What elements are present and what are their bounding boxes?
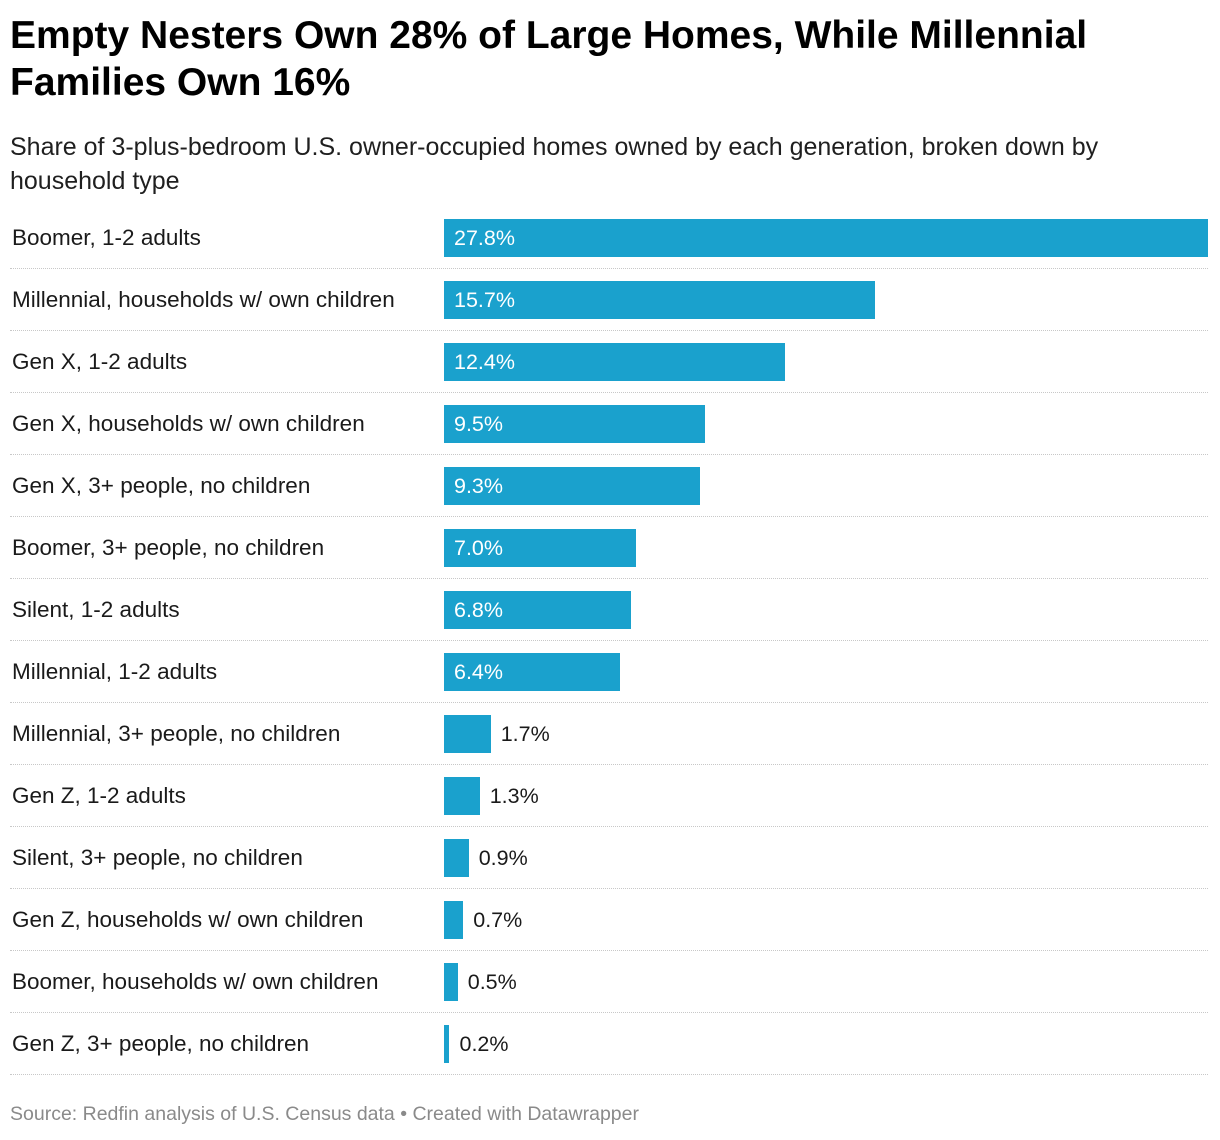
category-label: Gen X, households w/ own children	[12, 411, 365, 436]
bar-row: Boomer, 3+ people, no children 7.0%	[10, 517, 1208, 579]
bar	[444, 1025, 450, 1063]
category-label: Silent, 1-2 adults	[12, 597, 180, 622]
value-label: 1.7%	[500, 722, 550, 746]
value-label: 1.3%	[489, 784, 539, 808]
bar	[444, 281, 876, 319]
bar-row: Millennial, 1-2 adults 6.4%	[10, 641, 1208, 703]
bar-row: Boomer, 1-2 adults 27.8%	[10, 207, 1208, 269]
bar-row: Silent, 1-2 adults 6.8%	[10, 579, 1208, 641]
chart-footer: Source: Redfin analysis of U.S. Census d…	[10, 1103, 639, 1126]
category-label: Millennial, 1-2 adults	[12, 659, 218, 684]
bar	[444, 839, 469, 877]
value-label: 0.2%	[459, 1032, 509, 1056]
category-label: Millennial, households w/ own children	[12, 287, 395, 312]
category-label: Gen Z, households w/ own children	[12, 907, 364, 932]
bar-row: Gen Z, households w/ own children 0.7%	[10, 889, 1208, 951]
bar-row: Gen X, 3+ people, no children 9.3%	[10, 455, 1208, 517]
bar	[444, 343, 785, 381]
bar-row: Silent, 3+ people, no children 0.9%	[10, 827, 1208, 889]
value-label: 27.8%	[454, 226, 515, 250]
value-label: 0.7%	[473, 908, 523, 932]
chart-subtitle: Share of 3-plus-bedroom U.S. owner-occup…	[10, 133, 1099, 195]
bar-row: Millennial, 3+ people, no children 1.7%	[10, 703, 1208, 765]
category-label: Gen X, 3+ people, no children	[12, 473, 311, 498]
value-label: 6.8%	[454, 598, 504, 622]
bar	[444, 219, 1208, 257]
credit-link[interactable]: Created with Datawrapper	[412, 1103, 639, 1125]
category-label: Boomer, 1-2 adults	[12, 225, 201, 250]
bar	[444, 405, 706, 443]
value-label: 15.7%	[454, 288, 515, 312]
bar-row: Gen X, households w/ own children 9.5%	[10, 393, 1208, 455]
bar-chart: Boomer, 1-2 adults 27.8% Millennial, house…	[0, 207, 1220, 1075]
value-label: 12.4%	[454, 350, 515, 374]
bar-row: Gen Z, 3+ people, no children 0.2%	[10, 1013, 1208, 1075]
category-label: Gen Z, 3+ people, no children	[12, 1031, 310, 1056]
bar-row: Millennial, households w/ own children 15…	[10, 269, 1208, 331]
value-label: 9.3%	[454, 474, 504, 498]
bar	[444, 715, 491, 753]
category-label: Gen Z, 1-2 adults	[12, 783, 186, 808]
category-label: Gen X, 1-2 adults	[12, 349, 188, 374]
category-label: Silent, 3+ people, no children	[12, 845, 303, 870]
bar	[444, 529, 637, 567]
value-label: 7.0%	[454, 536, 504, 560]
value-label: 0.9%	[478, 846, 528, 870]
bar	[444, 901, 464, 939]
bar	[444, 467, 700, 505]
category-label: Boomer, households w/ own children	[12, 969, 379, 994]
value-label: 9.5%	[454, 412, 504, 436]
bar-row: Gen X, 1-2 adults 12.4%	[10, 331, 1208, 393]
bar	[444, 591, 631, 629]
bar	[444, 653, 620, 691]
bar	[444, 963, 458, 1001]
bar-row: Gen Z, 1-2 adults 1.3%	[10, 765, 1208, 827]
source-note: Source: Redfin analysis of U.S. Census d…	[10, 1103, 395, 1125]
bar	[444, 777, 480, 815]
category-label: Boomer, 3+ people, no children	[12, 535, 325, 560]
footer-separator: •	[394, 1103, 413, 1125]
bar-row: Boomer, households w/ own children 0.5%	[10, 951, 1208, 1013]
chart-title: Empty Nesters Own 28% of Large Homes, Wh…	[10, 14, 1088, 104]
category-label: Millennial, 3+ people, no children	[12, 721, 341, 746]
value-label: 6.4%	[454, 660, 504, 684]
value-label: 0.5%	[467, 970, 517, 994]
